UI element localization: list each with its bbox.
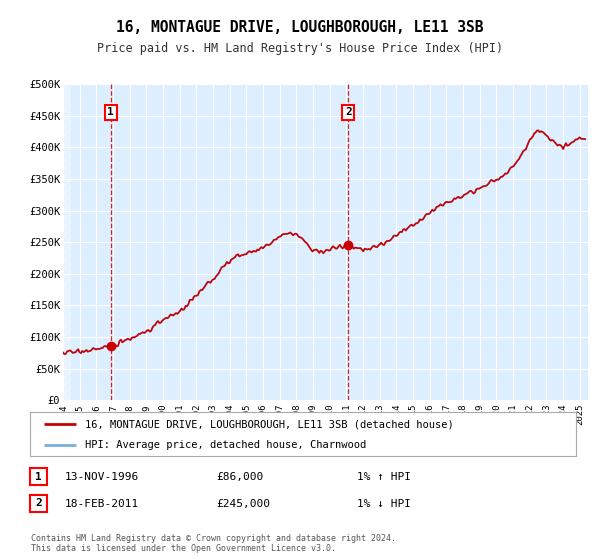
Text: Contains HM Land Registry data © Crown copyright and database right 2024.: Contains HM Land Registry data © Crown c… xyxy=(31,534,396,543)
Text: HPI: Average price, detached house, Charnwood: HPI: Average price, detached house, Char… xyxy=(85,440,366,450)
Text: 16, MONTAGUE DRIVE, LOUGHBOROUGH, LE11 3SB: 16, MONTAGUE DRIVE, LOUGHBOROUGH, LE11 3… xyxy=(116,20,484,35)
Text: 1% ↑ HPI: 1% ↑ HPI xyxy=(357,472,411,482)
Text: 1: 1 xyxy=(35,472,42,482)
Text: 2: 2 xyxy=(345,108,352,118)
Text: £86,000: £86,000 xyxy=(216,472,263,482)
Text: 1% ↓ HPI: 1% ↓ HPI xyxy=(357,499,411,509)
Text: Price paid vs. HM Land Registry's House Price Index (HPI): Price paid vs. HM Land Registry's House … xyxy=(97,42,503,55)
Text: 13-NOV-1996: 13-NOV-1996 xyxy=(65,472,139,482)
Text: This data is licensed under the Open Government Licence v3.0.: This data is licensed under the Open Gov… xyxy=(31,544,336,553)
Text: 18-FEB-2011: 18-FEB-2011 xyxy=(65,499,139,509)
Text: 1: 1 xyxy=(107,108,114,118)
Text: £245,000: £245,000 xyxy=(216,499,270,509)
Text: 16, MONTAGUE DRIVE, LOUGHBOROUGH, LE11 3SB (detached house): 16, MONTAGUE DRIVE, LOUGHBOROUGH, LE11 3… xyxy=(85,419,454,429)
Text: 2: 2 xyxy=(35,498,42,508)
